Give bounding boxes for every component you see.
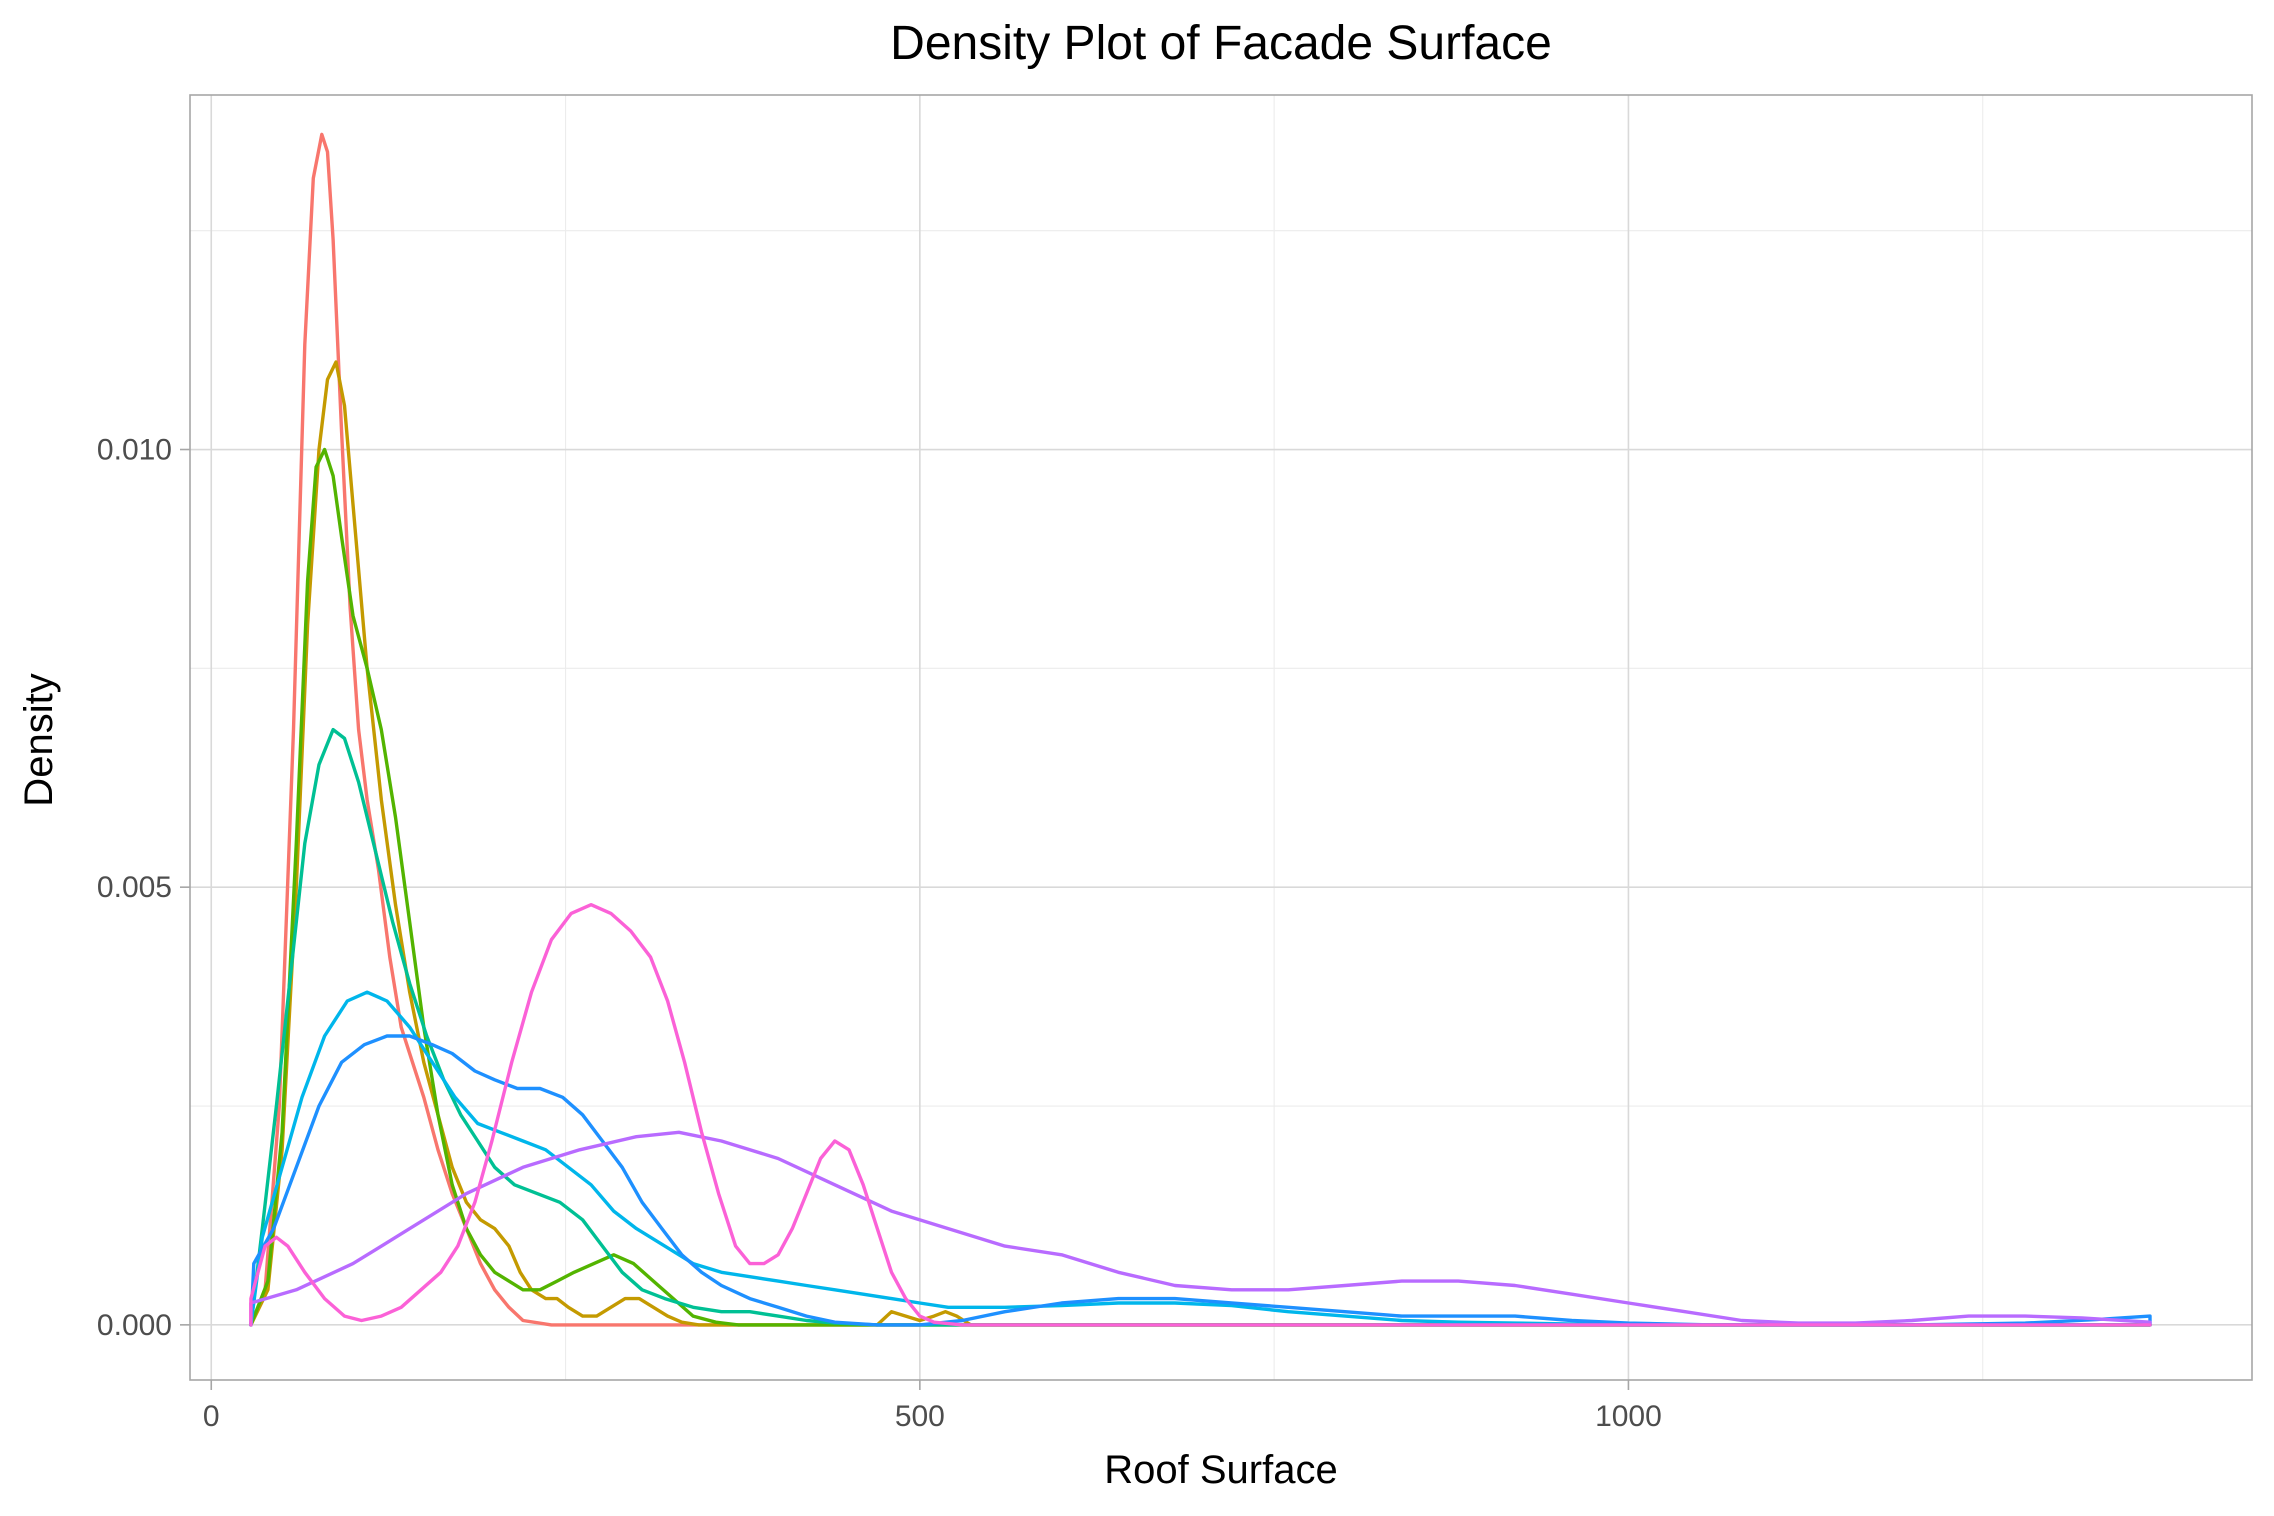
x-tick-label: 500 bbox=[895, 1400, 945, 1433]
y-tick-label: 0.000 bbox=[97, 1309, 172, 1342]
y-tick-label: 0.010 bbox=[97, 434, 172, 467]
density-curve-2 bbox=[249, 360, 2152, 1327]
density-curve-7 bbox=[249, 1130, 2152, 1327]
x-axis-title: Roof Surface bbox=[1104, 1448, 1337, 1492]
density-curve-3 bbox=[249, 447, 2152, 1327]
density-curve-6 bbox=[249, 1034, 2152, 1327]
y-axis: 0.000 0.005 0.010 bbox=[97, 434, 190, 1342]
y-axis-title: Density bbox=[17, 673, 61, 806]
minor-gridlines bbox=[190, 95, 2252, 1380]
y-tick-label: 0.005 bbox=[97, 871, 172, 904]
density-curve-4 bbox=[249, 727, 2152, 1327]
density-curve-8 bbox=[249, 903, 2152, 1327]
density-curves bbox=[249, 132, 2152, 1327]
x-tick-label: 0 bbox=[203, 1400, 220, 1433]
chart-title: Density Plot of Facade Surface bbox=[890, 17, 1552, 70]
plot-panel-border bbox=[189, 94, 2253, 1381]
x-axis: 0 500 1000 bbox=[203, 1380, 1662, 1433]
x-tick-label: 1000 bbox=[1595, 1400, 1662, 1433]
density-curve-5 bbox=[249, 990, 2152, 1327]
